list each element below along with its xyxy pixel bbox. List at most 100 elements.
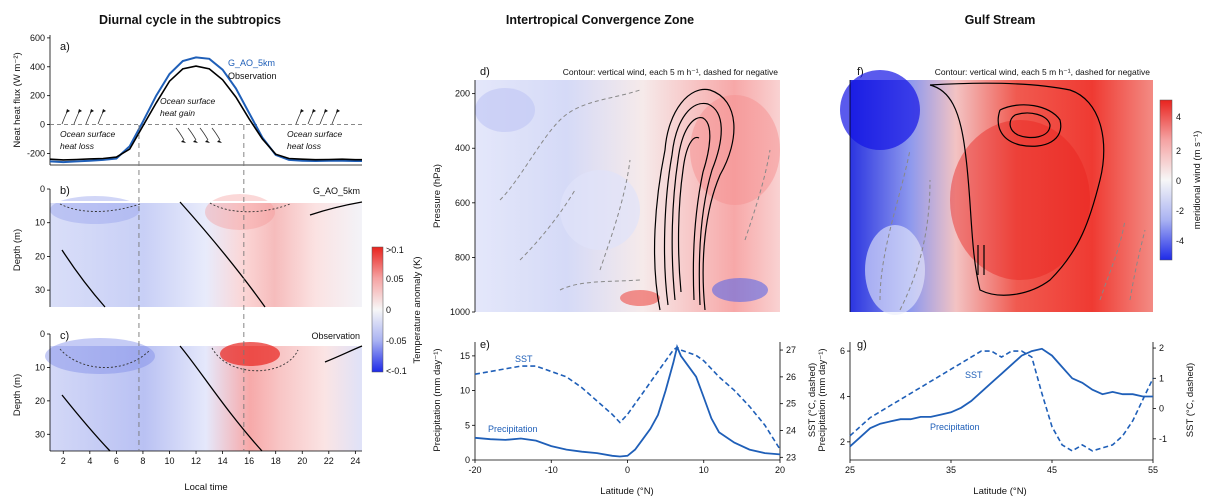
tick-label: 1000 [450, 307, 470, 317]
panel-c-xlabel: Local time [184, 482, 227, 493]
heat-loss-left-line2: heat loss [60, 141, 95, 151]
heat-loss-right-line1: Ocean surface [287, 129, 343, 139]
panel-d-contour-note: Contour: vertical wind, each 5 m h⁻¹, da… [563, 67, 778, 77]
tick-label: 0 [40, 120, 45, 130]
tick-label: 2 [61, 456, 66, 466]
tick-label: 18 [271, 456, 281, 466]
left-column-title: Diurnal cycle in the subtropics [99, 13, 281, 27]
heat-loss-left-line1: Ocean surface [60, 129, 116, 139]
panel-g-ylabel: Precipitation (mm day⁻¹) [817, 348, 828, 451]
series-label-precipitation: Precipitation [488, 424, 538, 434]
tick-label: 23 [786, 452, 796, 462]
wind-colorbar-tick: 0 [1176, 176, 1181, 186]
wind-colorbar: 4 2 0 -2 -4 meridional wind (m s⁻¹) [1159, 99, 1203, 261]
tick-label: 20 [775, 465, 785, 475]
tick-label: 20 [35, 396, 45, 406]
wind-colorbar-label: meridional wind (m s⁻¹) [1192, 131, 1203, 229]
tick-label: 45 [1047, 465, 1057, 475]
wind-colorbar-tick: -4 [1176, 236, 1184, 246]
panel-a: a) -200 0 200 400 600 Neat heat flux (W m⁻²)… [12, 33, 362, 166]
panel-e-y2label: SST (°C, dashed) [807, 363, 818, 437]
panel-g-y2label: SST (°C, dashed) [1185, 363, 1196, 437]
tick-label: 600 [30, 33, 45, 43]
tick-label: 26 [786, 372, 796, 382]
panel-b-label: b) [60, 185, 70, 197]
panel-e-ylabel: Precipitation (mm day⁻¹) [432, 348, 443, 451]
panel-f-contour-note: Contour: vertical wind, each 5 m h⁻¹, da… [935, 67, 1150, 77]
tick-label: 12 [191, 456, 201, 466]
tick-label: 0 [1159, 404, 1164, 414]
tick-label: -1 [1159, 434, 1167, 444]
tick-label: 15 [460, 351, 470, 361]
arrow-heads-icon [66, 109, 340, 143]
tick-label: 4 [87, 456, 92, 466]
panel-d: d) Contour: vertical wind, each 5 m h⁻¹,… [432, 66, 780, 317]
panel-g: g) 2 4 6 -1 0 1 2 25 35 45 55 SST Precipitation Pr… [817, 339, 1196, 497]
panel-d-label: d) [480, 66, 490, 78]
panel-g-label: g) [857, 339, 867, 351]
tick-label: 20 [297, 456, 307, 466]
tick-label: 24 [350, 456, 360, 466]
series-line-sst [474, 346, 781, 450]
tick-label: 10 [35, 218, 45, 228]
temperature-colorbar-tick: <-0.1 [386, 366, 407, 376]
tick-label: 400 [30, 62, 45, 72]
tick-label: 10 [699, 465, 709, 475]
panel-g-xlabel: Latitude (°N) [973, 486, 1026, 497]
panel-a-label: a) [60, 41, 70, 53]
tick-label: 200 [455, 89, 470, 99]
tick-label: 0 [625, 465, 630, 475]
tick-label: 0 [40, 329, 45, 339]
tick-label: -20 [468, 465, 481, 475]
series-line-g-ao-5km [49, 56, 362, 164]
tick-label: 27 [786, 345, 796, 355]
temperature-colorbar: >0.1 0.05 0 -0.05 <-0.1 Temperature anom… [371, 245, 423, 376]
temperature-colorbar-tick: -0.05 [386, 336, 407, 346]
legend-observation: Observation [228, 71, 277, 81]
wind-colorbar-tick: 4 [1176, 112, 1181, 122]
series-label-precipitation: Precipitation [930, 422, 980, 432]
temperature-colorbar-tick: 0 [386, 305, 391, 315]
panel-c-ylabel: Depth (m) [12, 374, 23, 416]
tick-label: 1 [1159, 373, 1164, 383]
panel-b-ylabel: Depth (m) [12, 229, 23, 271]
panel-a-ylabel: Neat heat flux (W m⁻²) [12, 52, 23, 147]
tick-label: 400 [455, 143, 470, 153]
series-line-sst [849, 350, 1154, 452]
panel-e-xlabel: Latitude (°N) [600, 486, 653, 497]
legend-g-ao-5km: G_AO_5km [228, 58, 275, 68]
panel-c-heatmap [50, 346, 362, 451]
tick-label: -200 [27, 148, 45, 158]
tick-label: 16 [244, 456, 254, 466]
tick-label: 25 [786, 399, 796, 409]
tick-label: 10 [460, 386, 470, 396]
tick-label: 30 [35, 429, 45, 439]
tick-label: 25 [845, 465, 855, 475]
series-line-precipitation [849, 347, 1153, 448]
tick-label: -10 [545, 465, 558, 475]
tick-label: 4 [840, 391, 845, 401]
series-label-sst: SST [515, 354, 533, 364]
tick-label: 2 [1159, 343, 1164, 353]
tick-label: 600 [455, 198, 470, 208]
temperature-colorbar-tick: >0.1 [386, 245, 404, 255]
tick-label: 14 [218, 456, 228, 466]
tick-label: 800 [455, 252, 470, 262]
heat-loss-right-line2: heat loss [287, 141, 322, 151]
tick-label: 200 [30, 91, 45, 101]
wavy-arrows-icon [61, 109, 339, 141]
tick-label: 0 [465, 455, 470, 465]
panel-b-heatmap [50, 202, 362, 307]
tick-label: 10 [164, 456, 174, 466]
right-column-title: Gulf Stream [965, 13, 1036, 27]
tick-label: 2 [840, 437, 845, 447]
panel-e: e) 0 5 10 15 23 24 25 26 27 -20 -10 0 10 20 SST Preci… [432, 339, 818, 497]
tick-label: 10 [35, 362, 45, 372]
tick-label: 30 [35, 285, 45, 295]
panel-b: b) G_AO_5km 0 10 20 30 Depth (m) [12, 184, 363, 308]
tick-label: 20 [35, 251, 45, 261]
temperature-colorbar-label: Temperature anomaly (K) [412, 256, 423, 363]
sunrise-sunset-lines [138, 125, 245, 451]
